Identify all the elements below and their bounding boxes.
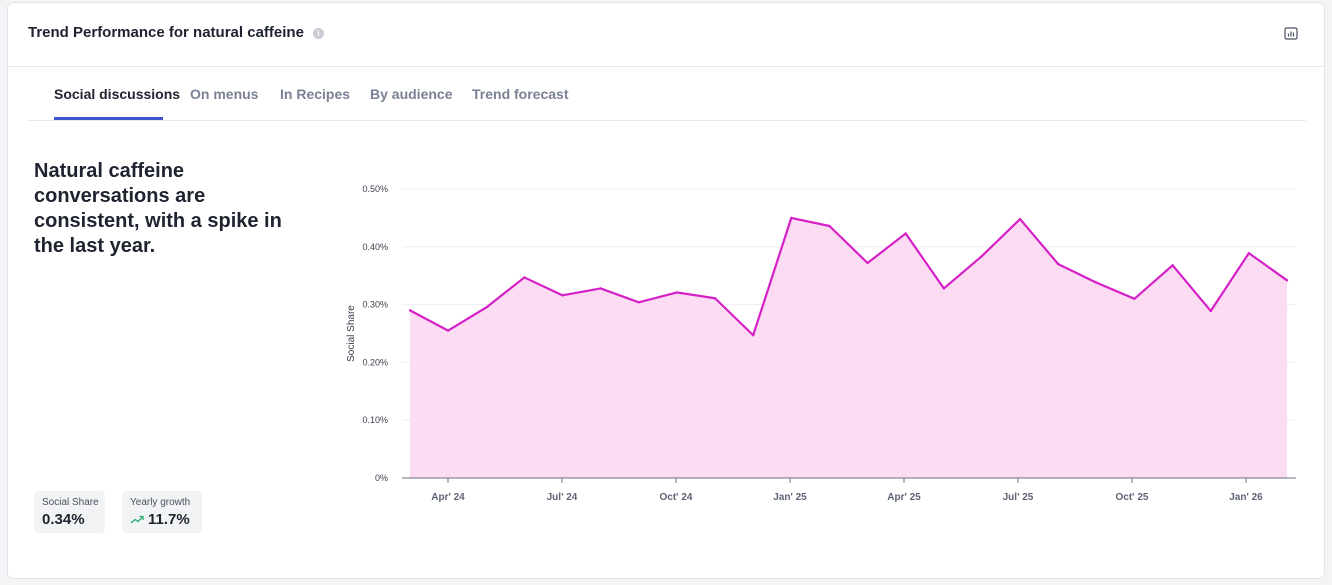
tab-bar: Social discussions On menus In Recipes B… [28, 67, 1306, 121]
social-share-stat: Social Share 0.34% [34, 491, 105, 533]
data-point [446, 329, 450, 332]
data-point [1285, 279, 1289, 282]
y-tick-label: 0.10% [362, 415, 388, 425]
data-point [942, 287, 946, 290]
data-point [904, 232, 907, 235]
y-tick-label: 0.50% [362, 184, 388, 194]
data-point [675, 291, 679, 294]
data-point [408, 309, 412, 312]
trend-performance-card: Trend Performance for natural caffeine i… [7, 2, 1325, 579]
data-point [828, 224, 831, 228]
x-tick-label: Apr' 24 [431, 492, 465, 503]
y-tick-label: 0% [375, 473, 388, 483]
social-share-value: 0.34% [42, 511, 85, 528]
data-point [790, 216, 793, 220]
x-tick-label: Jul' 24 [547, 492, 578, 503]
tab-trend-forecast[interactable]: Trend forecast [472, 86, 569, 102]
yearly-growth-value: 11.7% [148, 511, 190, 528]
insight-headline: Natural caffeine conversations are consi… [34, 160, 282, 257]
social-share-chart: 0% 0.10% 0.20% 0.30% 0.40% 0.50% Apr' 24 Jul' 2… [346, 184, 1296, 503]
active-tab-indicator [54, 117, 163, 120]
series-line [409, 216, 1288, 337]
bar-chart-icon[interactable] [1284, 26, 1298, 40]
data-point [1171, 264, 1174, 267]
y-axis-label: Social Share [346, 305, 357, 362]
y-tick-label: 0.20% [362, 357, 388, 367]
info-icon[interactable]: i [312, 28, 324, 39]
y-tick-label: 0.40% [362, 242, 388, 252]
data-point [751, 334, 755, 337]
x-tick-label: Jul' 25 [1003, 492, 1034, 503]
x-tick-label: Apr' 25 [887, 492, 921, 503]
data-point [1209, 309, 1212, 313]
y-tick-label: 0.30% [362, 300, 388, 310]
data-point [523, 276, 526, 279]
x-tick-label: Jan' 26 [1229, 492, 1263, 503]
x-tick-label: Jan' 25 [773, 492, 807, 503]
data-point [637, 301, 640, 304]
card-title: Trend Performance for natural caffeine [28, 24, 304, 41]
data-point [980, 254, 984, 258]
tab-on-menus[interactable]: On menus [190, 86, 259, 102]
data-point [1057, 262, 1060, 266]
data-point [1095, 281, 1098, 284]
social-share-label: Social Share [42, 497, 99, 508]
data-point [1247, 251, 1251, 255]
data-point [561, 294, 564, 297]
yearly-growth-stat: Yearly growth 11.7% [122, 491, 202, 533]
x-tick-label: Oct' 25 [1116, 492, 1149, 503]
card-header: Trend Performance for natural caffeine i [8, 3, 1324, 67]
data-point [713, 297, 717, 300]
data-point [866, 261, 869, 265]
area-fill [410, 217, 1287, 478]
yearly-growth-value-row: 11.7% [130, 511, 194, 528]
tab-by-audience[interactable]: By audience [370, 86, 453, 102]
x-tick-label: Oct' 24 [660, 492, 693, 503]
tab-social-discussions[interactable]: Social discussions [54, 86, 181, 102]
tab-in-recipes[interactable]: In Recipes [280, 86, 351, 102]
trending-up-icon [130, 515, 144, 524]
data-point [1133, 297, 1136, 301]
data-point [599, 287, 602, 290]
yearly-growth-label: Yearly growth [130, 497, 191, 508]
data-point [1018, 217, 1022, 221]
data-point [485, 306, 488, 309]
